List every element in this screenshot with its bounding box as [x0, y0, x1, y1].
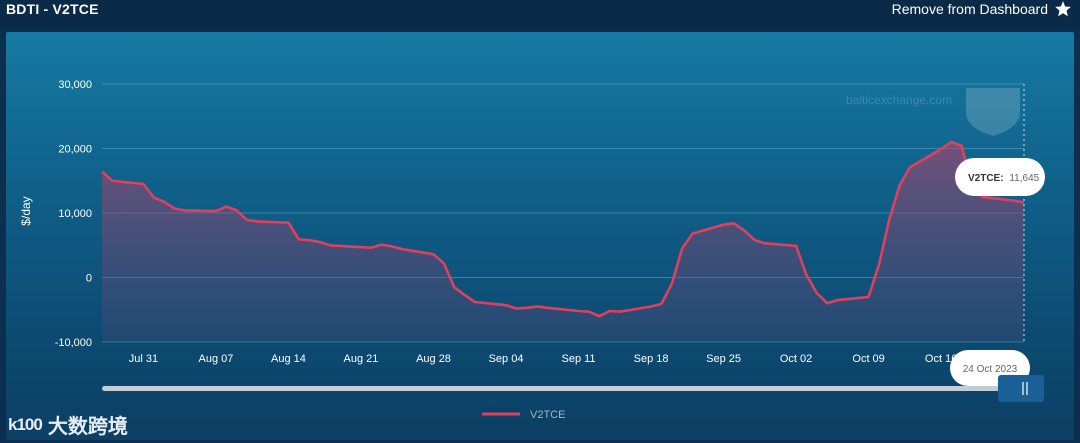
y-tick-label: 10,000: [58, 208, 92, 220]
x-tick-label: Aug 07: [199, 353, 234, 365]
logo-text: 大数跨境: [47, 416, 128, 438]
date-badge-label: 24 Oct 2023: [963, 364, 1018, 375]
logo-mark: k100: [8, 414, 43, 434]
x-tick-label: Oct 16: [925, 353, 957, 365]
watermark-text: balticexchange.com: [846, 93, 952, 107]
x-tick-label: Jul 31: [129, 353, 158, 365]
y-tick-label: 0: [86, 273, 92, 285]
x-tick-label: Aug 21: [344, 353, 379, 365]
x-tick-label: Sep 25: [706, 353, 741, 365]
remove-from-dashboard-button[interactable]: Remove from Dashboard: [892, 0, 1072, 18]
x-tick-label: Aug 28: [416, 353, 451, 365]
y-axis-ticks: -10,000 0 10,000 20,000 30,000: [55, 79, 92, 349]
x-tick-label: Aug 14: [271, 353, 306, 365]
chart-title: BDTI - V2TCE: [6, 1, 99, 17]
series-area: [102, 142, 1024, 342]
svg-text:V2TCE: 11,645: V2TCE: 11,645: [968, 173, 1040, 184]
navigator-handle[interactable]: [998, 375, 1044, 402]
remove-from-dashboard-label: Remove from Dashboard: [891, 1, 1048, 17]
y-tick-label: -10,000: [55, 337, 92, 349]
series-line: [101, 140, 1025, 318]
top-bar: BDTI - V2TCE Remove from Dashboard: [0, 0, 1080, 30]
legend[interactable]: V2TCE: [482, 409, 565, 421]
tooltip-label: V2TCE:: [968, 173, 1004, 184]
baltic-logo-watermark: [966, 88, 1020, 136]
x-tick-label: Sep 18: [634, 353, 669, 365]
x-tick-label: Oct 02: [780, 353, 812, 365]
legend-label[interactable]: V2TCE: [530, 409, 565, 421]
footer-logo: k100 大数跨境: [8, 410, 128, 439]
tooltip: V2TCE: 11,645: [955, 158, 1045, 196]
x-tick-label: Sep 11: [562, 353, 596, 365]
navigator-track[interactable]: [102, 386, 1032, 391]
y-axis-label: $/day: [19, 196, 33, 225]
y-tick-label: 30,000: [58, 79, 92, 91]
x-tick-label: Sep 04: [489, 353, 524, 365]
y-tick-label: 20,000: [58, 144, 92, 156]
x-axis-ticks: Jul 31 Aug 07 Aug 14 Aug 21 Aug 28 Sep 04 Sep …: [129, 353, 958, 365]
tooltip-value: 11,645: [1009, 173, 1039, 184]
x-tick-label: Oct 09: [852, 353, 884, 365]
star-icon[interactable]: [1054, 0, 1072, 18]
